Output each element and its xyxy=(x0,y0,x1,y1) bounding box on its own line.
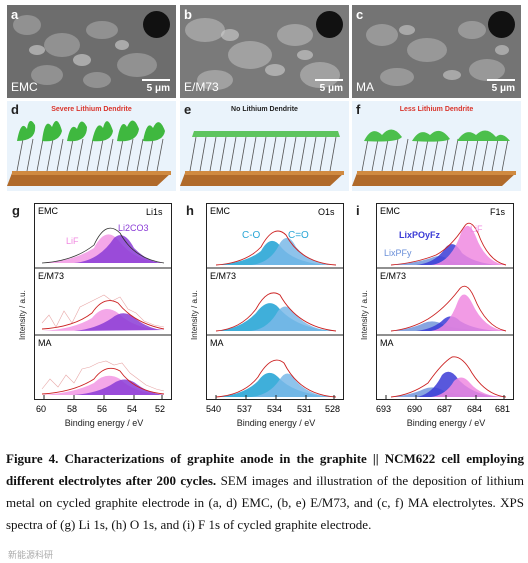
inset-photo xyxy=(316,11,343,38)
scale-label: 5 μm xyxy=(319,83,343,94)
scale-bar xyxy=(487,79,515,81)
tick-labels: 540 537 534 531 528 xyxy=(206,404,341,414)
illustration-e: e No Lithium Dendrite xyxy=(180,101,349,191)
sem-texture xyxy=(352,5,521,98)
sem-panel-b: b E/M73 5 μm xyxy=(180,5,349,98)
dendrite-illustration xyxy=(7,120,171,186)
peak-label-lif: LiF xyxy=(470,224,483,234)
row-label: MA xyxy=(380,338,394,348)
illustration-title: No Lithium Dendrite xyxy=(231,106,298,113)
element-label: O1s xyxy=(318,207,335,217)
row-label: MA xyxy=(210,338,224,348)
figure: a EMC 5 μm b E/M73 5 μm xyxy=(7,5,521,428)
row-label: E/M73 xyxy=(210,271,237,281)
row-label: E/M73 xyxy=(38,271,65,281)
caption-bold: Figure 4. Characterizations of graphite … xyxy=(6,451,524,488)
illustration-d: d Severe Lithium Dendrite xyxy=(7,101,176,191)
illustration-title: Less Lithium Dendrite xyxy=(399,106,474,113)
illustration-title: Severe Lithium Dendrite xyxy=(51,106,132,113)
panel-letter: b xyxy=(184,7,192,22)
panel-letter-h: h xyxy=(186,203,194,218)
panel-letter: d xyxy=(11,102,19,117)
y-axis-label: Intensity / a.u. xyxy=(360,290,369,340)
inset-photo xyxy=(488,11,515,38)
peak-label-lixpoyfz: LixPOyFz xyxy=(399,230,441,240)
row-label: E/M73 xyxy=(380,271,407,281)
scale-bar xyxy=(142,79,170,81)
panel-letter: f xyxy=(356,102,361,117)
peak-label-lif: LiF xyxy=(66,236,79,246)
sample-label: EMC xyxy=(11,80,38,94)
panel-letter: e xyxy=(184,102,192,117)
panel-letter-g: g xyxy=(12,203,20,218)
y-axis-label: Intensity / a.u. xyxy=(18,290,27,340)
scale-label: 5 μm xyxy=(146,83,170,94)
x-axis-label: Binding energy / eV xyxy=(406,418,486,428)
row-label: EMC xyxy=(380,206,400,216)
element-label: F1s xyxy=(490,207,506,217)
inset-photo xyxy=(143,11,170,38)
xps-chart-o1s xyxy=(206,203,344,400)
illustration-f: f Less Lithium Dendrite xyxy=(352,101,521,191)
peak-label-li2co3: Li2CO3 xyxy=(118,223,149,233)
row-label: EMC xyxy=(38,206,58,216)
panel-letter-i: i xyxy=(356,203,360,218)
sample-label: E/M73 xyxy=(184,80,219,94)
xps-chart-li1s xyxy=(34,203,172,400)
sample-label: MA xyxy=(356,80,374,94)
x-axis-label: Binding energy / eV xyxy=(64,418,144,428)
peak-label-lixpfy: LixPFy xyxy=(384,248,412,258)
sem-panel-a: a EMC 5 μm xyxy=(7,5,176,98)
x-axis-label: Binding energy / eV xyxy=(236,418,316,428)
xps-chart-f1s xyxy=(376,203,514,400)
dendrite-illustration xyxy=(180,131,344,186)
figure-caption: Figure 4. Characterizations of graphite … xyxy=(6,448,524,536)
sem-panel-c: c MA 5 μm xyxy=(352,5,521,98)
watermark: 新能源科研 xyxy=(8,550,54,560)
peak-label-c-double-o: C=O xyxy=(288,230,309,241)
dendrite-illustration xyxy=(352,129,516,186)
element-label: Li1s xyxy=(146,207,163,217)
row-label: EMC xyxy=(210,206,230,216)
tick-labels: 693 690 687 684 681 xyxy=(376,404,511,414)
caption-text: SEM images and illustration of the depos… xyxy=(6,473,524,532)
peak-label-co: C-O xyxy=(242,230,261,241)
scale-label: 5 μm xyxy=(491,83,515,94)
scale-bar xyxy=(315,79,343,81)
row-label: MA xyxy=(38,338,52,348)
tick-labels: 60 58 56 54 52 xyxy=(36,404,166,414)
panel-letter: a xyxy=(11,7,19,22)
panel-letter: c xyxy=(356,7,364,22)
y-axis-label: Intensity / a.u. xyxy=(190,290,199,340)
